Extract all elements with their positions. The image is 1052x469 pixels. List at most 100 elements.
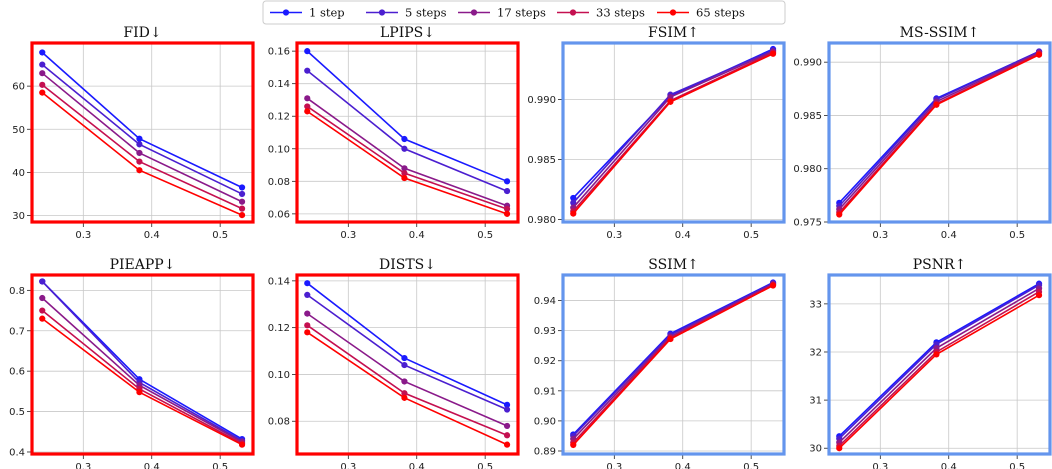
- data-point: [304, 48, 310, 54]
- panel-title: MS-SSIM↑: [900, 25, 980, 41]
- legend: 1 step 5 steps 17 steps 33 steps 65 steps: [263, 1, 785, 24]
- data-point: [304, 322, 310, 328]
- legend-marker: [471, 9, 477, 15]
- series-line: [307, 314, 507, 426]
- y-tick-label: 0.985: [527, 155, 556, 166]
- data-point: [304, 280, 310, 286]
- x-tick-label: 0.3: [872, 230, 888, 241]
- y-tick-label: 0.7: [9, 326, 25, 337]
- x-tick-label: 0.5: [1009, 462, 1025, 469]
- y-tick-label: 0.980: [793, 164, 822, 175]
- data-point: [304, 311, 310, 317]
- data-point: [667, 99, 673, 105]
- y-tick-label: 31: [809, 396, 822, 407]
- y-tick-label: 0.90: [534, 416, 556, 427]
- y-tick-label: 50: [12, 125, 25, 136]
- y-tick-label: 30: [809, 444, 822, 455]
- data-point: [136, 389, 142, 395]
- y-tick-label: 32: [809, 347, 822, 358]
- panel-ssim: 0.3 0.4 0.5 0.89 0.90 0.91 0.92 0.93 0.94 SSIM↑: [534, 257, 784, 469]
- data-point: [570, 442, 576, 448]
- x-tick-label: 0.4: [409, 462, 425, 469]
- x-tick-label: 0.5: [743, 230, 759, 241]
- data-point: [770, 51, 776, 57]
- x-tick-label: 0.3: [872, 462, 888, 469]
- legend-label: 5 steps: [405, 6, 447, 20]
- series-line: [839, 54, 1039, 213]
- panel-title: LPIPS↓: [380, 25, 435, 41]
- data-point: [401, 146, 407, 152]
- data-point: [504, 178, 510, 184]
- series-line: [42, 85, 242, 209]
- panel-lpips: 0.3 0.4 0.5 0.06 0.08 0.10 0.12 0.14 0.16 LPIPS↓: [268, 25, 518, 241]
- panel-title: PIEAPP↓: [110, 257, 176, 273]
- data-point: [239, 199, 245, 205]
- panel-title: FID↓: [123, 25, 161, 41]
- data-point: [401, 136, 407, 142]
- data-point: [401, 175, 407, 181]
- series-line: [839, 55, 1039, 215]
- series-line: [839, 53, 1039, 210]
- panel-title: DISTS↓: [379, 257, 436, 273]
- data-point: [504, 211, 510, 217]
- x-tick-label: 0.3: [75, 230, 91, 241]
- data-point: [401, 395, 407, 401]
- x-tick-label: 0.4: [941, 462, 957, 469]
- panel-title: FSIM↑: [648, 25, 699, 41]
- data-point: [504, 432, 510, 438]
- legend-marker: [670, 9, 676, 15]
- x-tick-label: 0.3: [75, 462, 91, 469]
- series-line: [573, 53, 773, 212]
- data-point: [136, 167, 142, 173]
- y-tick-label: 30: [12, 211, 25, 222]
- legend-label: 1 step: [309, 6, 345, 20]
- data-point: [504, 423, 510, 429]
- series-line: [42, 281, 242, 439]
- x-tick-label: 0.5: [477, 230, 493, 241]
- y-tick-label: 0.985: [793, 111, 822, 122]
- panel-fsim: 0.3 0.4 0.5 0.980 0.985 0.990 FSIM↑: [527, 25, 784, 241]
- x-tick-label: 0.3: [606, 462, 622, 469]
- x-tick-label: 0.5: [743, 462, 759, 469]
- y-tick-label: 0.08: [268, 177, 290, 188]
- data-point: [304, 329, 310, 335]
- data-point: [570, 210, 576, 216]
- x-tick-label: 0.3: [606, 230, 622, 241]
- data-point: [39, 307, 45, 313]
- y-tick-label: 0.990: [527, 95, 556, 106]
- data-point: [239, 184, 245, 190]
- panel-title: PSNR↑: [913, 257, 967, 273]
- data-point: [401, 362, 407, 368]
- y-tick-label: 0.10: [268, 144, 290, 155]
- data-point: [770, 282, 776, 288]
- data-point: [504, 406, 510, 412]
- y-tick-label: 0.12: [268, 323, 290, 334]
- panel-psnr: 0.3 0.4 0.5 30 31 32 33 PSNR↑: [809, 257, 1050, 469]
- data-point: [667, 336, 673, 342]
- series-line: [573, 49, 773, 198]
- data-point: [504, 442, 510, 448]
- data-point: [239, 191, 245, 197]
- y-tick-label: 60: [12, 82, 25, 93]
- data-point: [136, 141, 142, 147]
- panel-ms-ssim: 0.3 0.4 0.5 0.975 0.980 0.985 0.990 MS-SSIM↑: [793, 25, 1050, 241]
- y-tick-label: 40: [12, 168, 25, 179]
- legend-label: 17 steps: [497, 6, 546, 20]
- data-point: [39, 61, 45, 67]
- series-line: [307, 98, 507, 205]
- legend-marker: [283, 9, 289, 15]
- y-tick-label: 0.980: [527, 215, 556, 226]
- y-tick-label: 0.91: [534, 386, 556, 397]
- y-tick-label: 0.14: [268, 79, 290, 90]
- x-tick-label: 0.5: [477, 462, 493, 469]
- panel-pieapp: 0.3 0.4 0.5 0.4 0.5 0.6 0.7 0.8 PIEAPP↓: [9, 257, 253, 469]
- y-tick-label: 33: [809, 299, 822, 310]
- x-tick-label: 0.3: [340, 230, 356, 241]
- y-tick-label: 0.975: [793, 218, 822, 229]
- x-tick-label: 0.4: [675, 462, 691, 469]
- legend-label: 33 steps: [596, 6, 645, 20]
- panel-dists: 0.3 0.4 0.50.080.100.120.14DISTS↓: [268, 257, 518, 469]
- data-point: [836, 211, 842, 217]
- series-line: [839, 295, 1039, 448]
